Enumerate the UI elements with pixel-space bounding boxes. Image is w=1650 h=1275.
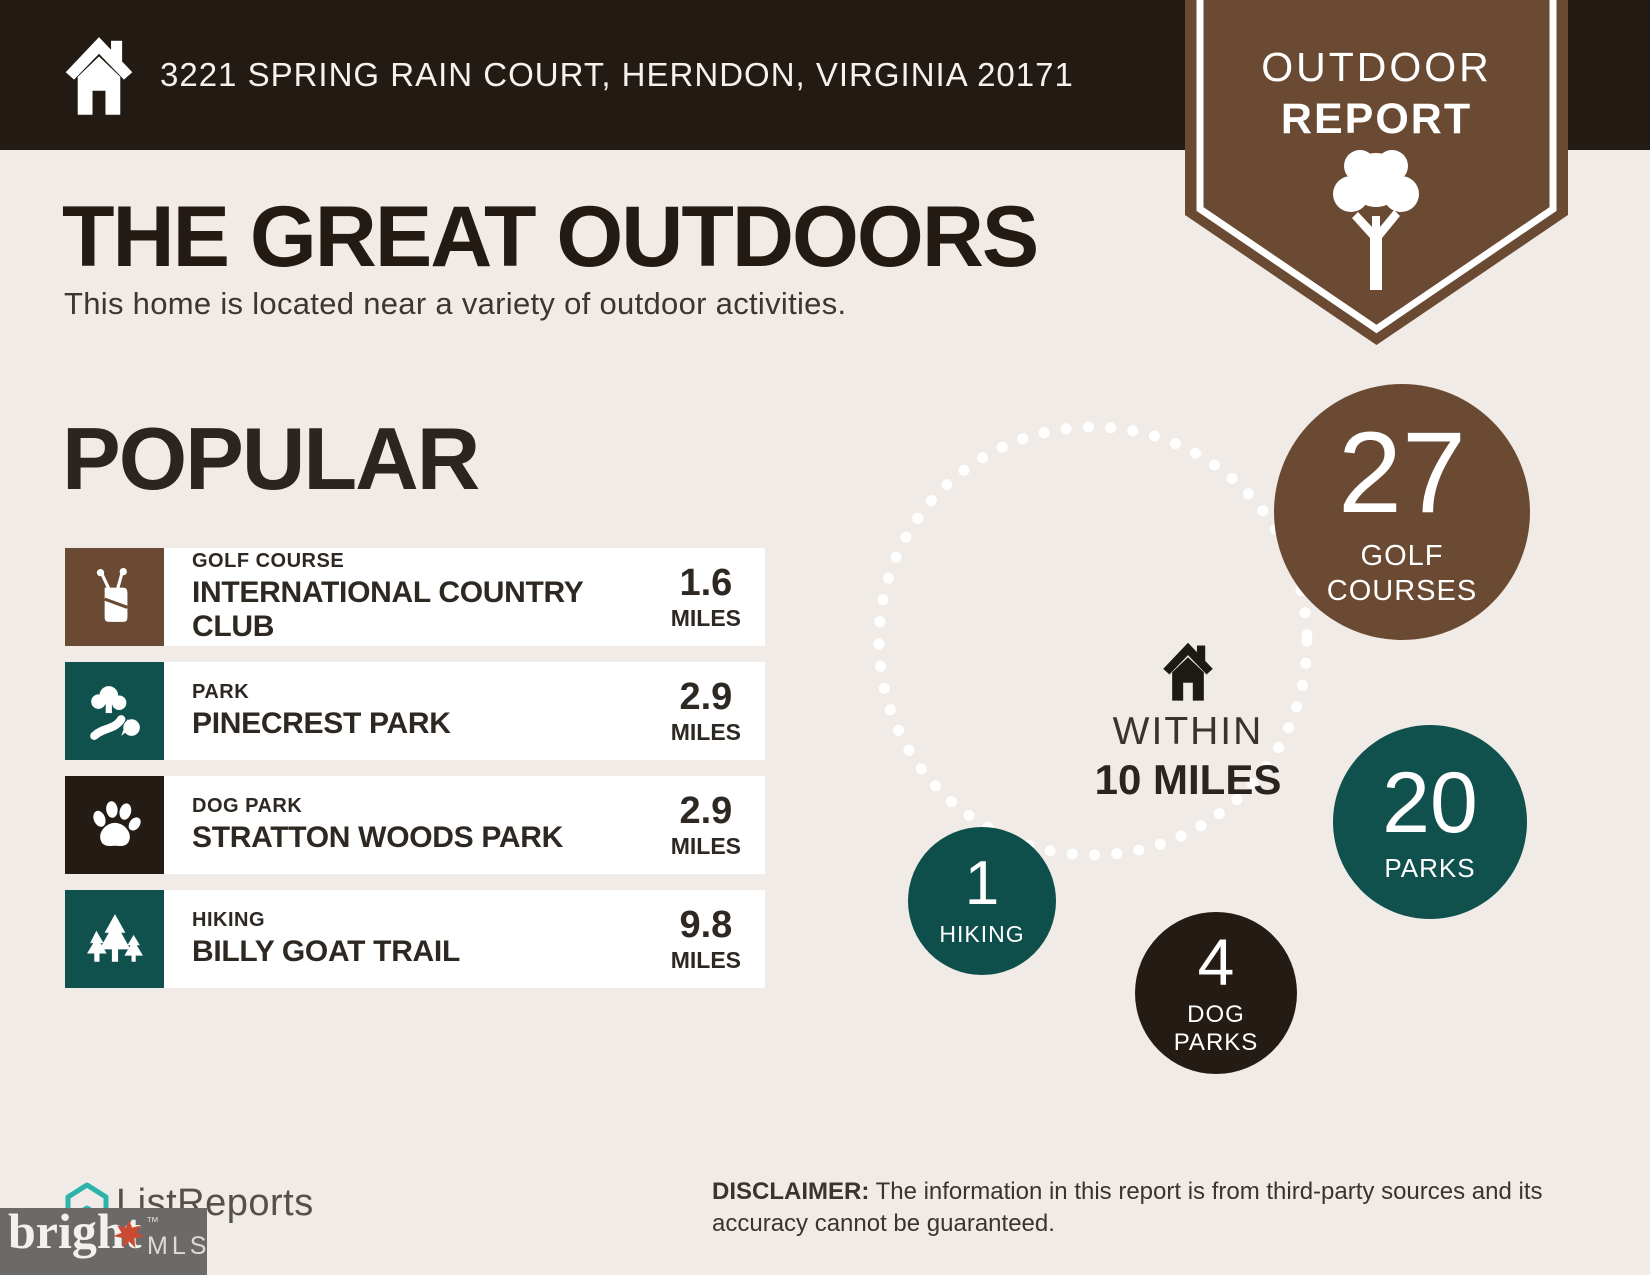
home-icon xyxy=(1163,642,1213,701)
item-distance: 9.8 xyxy=(679,904,733,946)
item-name: BILLY GOAT TRAIL xyxy=(192,935,460,968)
parks-bubble: 20 PARKS xyxy=(1333,725,1527,919)
paw-icon xyxy=(65,776,164,874)
golf-bag-icon xyxy=(65,548,164,646)
page-title: THE GREAT OUTDOORS xyxy=(62,189,1039,285)
trademark-symbol: ™ xyxy=(146,1214,159,1229)
item-category: HIKING xyxy=(192,909,265,931)
item-category: PARK xyxy=(192,681,250,703)
disclaimer-text: The information in this report is from t… xyxy=(712,1178,1543,1237)
bubble-label: DOG PARKS xyxy=(1173,1000,1259,1056)
item-distance-unit: MILES xyxy=(670,947,741,973)
property-address: 3221 SPRING RAIN COURT, HERNDON, VIRGINI… xyxy=(160,56,1074,93)
within-text: WITHIN xyxy=(1112,710,1264,753)
item-distance-unit: MILES xyxy=(670,833,741,859)
within-radius-label: WITHIN 10 MILES xyxy=(1068,640,1308,804)
item-category: GOLF COURSE xyxy=(192,550,345,572)
item-name: PINECREST PARK xyxy=(192,707,451,740)
badge-title-line2: REPORT xyxy=(1280,95,1473,143)
item-distance-unit: MILES xyxy=(670,605,741,631)
bright-wordmark: bright xyxy=(8,1203,142,1259)
item-distance-unit: MILES xyxy=(670,719,741,745)
maple-leaf-icon xyxy=(113,1220,145,1248)
item-category: DOG PARK xyxy=(192,795,303,817)
item-name: STRATTON WOODS PARK xyxy=(192,821,563,854)
mls-text: MLS xyxy=(147,1232,211,1260)
ribbon-shape xyxy=(1185,0,1568,345)
bubble-value: 27 xyxy=(1338,409,1466,538)
home-icon xyxy=(65,37,133,115)
dog-parks-bubble: 4 DOG PARKS xyxy=(1135,912,1297,1074)
disclaimer: DISCLAIMER: The information in this repo… xyxy=(712,1176,1560,1239)
bubble-value: 1 xyxy=(964,849,1000,919)
item-distance: 1.6 xyxy=(679,562,733,604)
radius-distance-text: 10 MILES xyxy=(1094,756,1282,803)
tree-icon xyxy=(1333,150,1419,290)
golf-courses-bubble: 27 GOLF COURSES xyxy=(1274,384,1530,640)
badge-title-line1: OUTDOOR xyxy=(1261,44,1492,90)
item-distance: 2.9 xyxy=(679,790,733,832)
popular-heading: POPULAR xyxy=(62,409,480,508)
list-item-golf-course: GOLF COURSE INTERNATIONAL COUNTRY CLUB 1… xyxy=(65,548,765,646)
bubble-label: HIKING xyxy=(939,921,1025,948)
bubble-label: PARKS xyxy=(1384,853,1476,884)
list-item-dog-park: DOG PARK STRATTON WOODS PARK 2.9 MILES xyxy=(65,776,765,874)
list-item-hiking: HIKING BILLY GOAT TRAIL 9.8 MILES xyxy=(65,890,765,988)
radius-ring xyxy=(873,421,1313,861)
bright-mls-logo: bright ™ MLS xyxy=(0,1203,211,1275)
popular-list: GOLF COURSE INTERNATIONAL COUNTRY CLUB 1… xyxy=(65,548,765,1004)
list-item-park: PARK PINECREST PARK 2.9 MILES xyxy=(65,662,765,760)
item-name: INTERNATIONAL COUNTRY CLUB xyxy=(192,576,583,643)
outdoor-report-badge: OUTDOOR REPORT xyxy=(1185,0,1568,345)
hiking-bubble: 1 HIKING xyxy=(908,827,1056,975)
item-distance: 2.9 xyxy=(679,676,733,718)
park-icon xyxy=(65,662,164,760)
pine-trees-icon xyxy=(65,890,164,988)
bubble-value: 4 xyxy=(1197,924,1235,999)
bubble-value: 20 xyxy=(1382,755,1478,852)
disclaimer-label: DISCLAIMER: xyxy=(712,1178,870,1205)
bubble-label: GOLF COURSES xyxy=(1326,540,1478,607)
page-subtitle: This home is located near a variety of o… xyxy=(64,286,847,321)
